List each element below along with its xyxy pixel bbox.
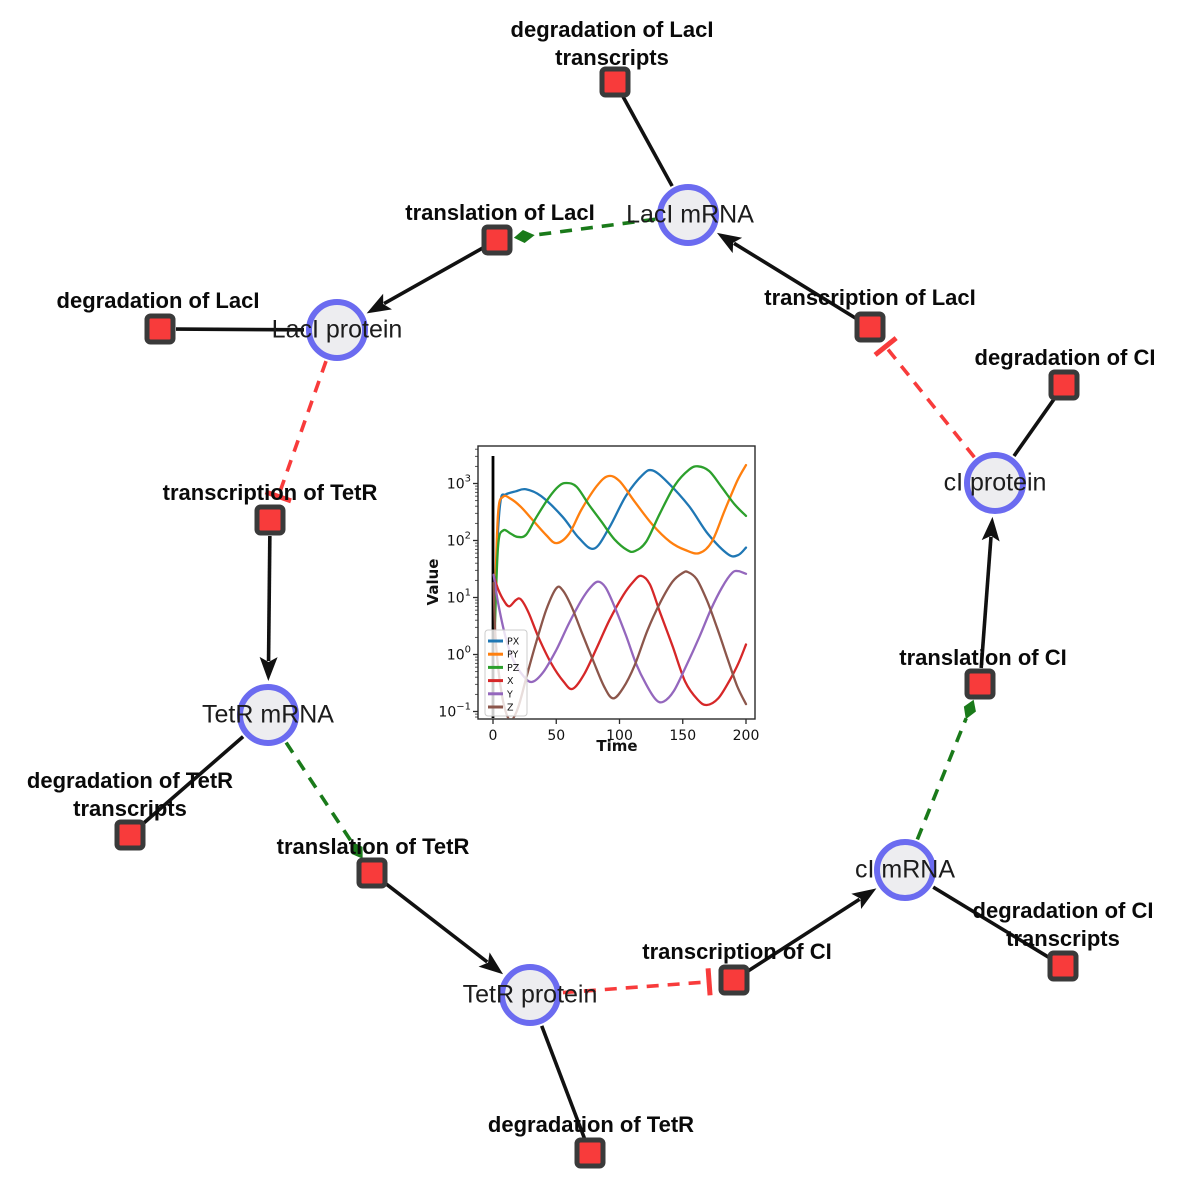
- reaction-node-degradation-of-laci-transcripts[interactable]: [599, 66, 631, 98]
- edge-ci_protein-txn_laci: [873, 336, 976, 459]
- chart-series-Z: [492, 570, 748, 719]
- svg-text:Z: Z: [507, 703, 514, 714]
- chart-series-X: [492, 573, 748, 707]
- reaction-label-degradation-of-ci-transcripts: degradation of CI transcripts: [972, 898, 1154, 951]
- species-node-ci-protein[interactable]: [964, 452, 1026, 514]
- species-node-laci-protein[interactable]: [306, 299, 368, 361]
- svg-text:Y: Y: [506, 689, 513, 700]
- reaction-label-translation-of-laci: translation of LacI: [405, 200, 595, 225]
- edge-tetr_protein-deg_tetr: [540, 1025, 587, 1139]
- chart-xlabel: Time: [596, 737, 637, 755]
- svg-text:10−1: 10−1: [438, 702, 471, 721]
- svg-text:PX: PX: [507, 637, 520, 648]
- species-node-tetr-protein[interactable]: [499, 964, 561, 1026]
- species-label-laci-protein: LacI protein: [271, 315, 403, 344]
- edge-tetr_mrna-deg_tetr_tx: [140, 735, 245, 826]
- species-label-tetr-mrna: TetR mRNA: [202, 700, 334, 729]
- svg-text:200: 200: [733, 728, 760, 744]
- edge-txn_laci-laci_mrna: [716, 232, 858, 321]
- reaction-label-degradation-of-laci: degradation of LacI: [56, 288, 260, 313]
- edge-tetr_protein-txn_ci: [562, 968, 713, 996]
- reaction-label-transcription-of-tetr: transcription of TetR: [162, 480, 378, 505]
- edge-transl_ci-ci_protein: [979, 516, 1000, 669]
- edge-transl_laci-laci_protein: [366, 246, 484, 314]
- reaction-label-degradation-of-tetr: degradation of TetR: [487, 1112, 695, 1137]
- edge-laci_mrna-deg_laci_tx: [621, 95, 674, 187]
- species-label-tetr-protein: TetR protein: [462, 980, 598, 1009]
- reaction-node-translation-of-laci[interactable]: [481, 224, 513, 256]
- edge-txn_tetr-tetr_mrna: [259, 535, 278, 682]
- chart-series-PY: [493, 463, 748, 605]
- chart-ylabel: Value: [424, 559, 442, 606]
- edge-laci_mrna-transl_laci: [513, 217, 656, 243]
- species-label-ci-protein: cI protein: [943, 468, 1047, 497]
- reaction-node-transcription-of-ci[interactable]: [718, 964, 750, 996]
- edge-transl_tetr-tetr_protein: [383, 881, 504, 975]
- svg-text:101: 101: [447, 588, 471, 607]
- reaction-label-transcription-of-ci: transcription of CI: [642, 939, 832, 964]
- chart-series-PX: [493, 468, 748, 616]
- chart-y-axis: 10−1 100 101 102 103: [438, 448, 478, 721]
- reaction-label-translation-of-ci: translation of CI: [899, 645, 1067, 670]
- chart-series-PZ: [493, 465, 748, 629]
- reaction-node-transcription-of-tetr[interactable]: [254, 504, 286, 536]
- reaction-node-translation-of-ci[interactable]: [964, 668, 996, 700]
- species-node-laci-mrna[interactable]: [657, 184, 719, 246]
- chart-x-axis: 0 50 100 150 200: [489, 719, 760, 744]
- edge-ci_protein-deg_ci: [1012, 397, 1057, 458]
- reaction-label-translation-of-tetr: translation of TetR: [276, 834, 470, 859]
- svg-text:103: 103: [447, 474, 471, 493]
- chart-series-layer: [492, 463, 748, 719]
- reaction-node-transcription-of-laci[interactable]: [854, 311, 886, 343]
- reaction-node-degradation-of-ci[interactable]: [1048, 369, 1080, 401]
- species-label-ci-mrna: cI mRNA: [855, 855, 955, 884]
- reaction-node-degradation-of-tetr[interactable]: [574, 1137, 606, 1169]
- svg-text:X: X: [507, 676, 514, 687]
- edge-ci_mrna-deg_ci_tx: [932, 885, 1051, 960]
- edge-tetr_mrna-transl_tetr: [284, 741, 363, 859]
- reaction-node-translation-of-tetr[interactable]: [356, 857, 388, 889]
- edge-laci_protein-deg_laci: [175, 327, 305, 332]
- reaction-label-transcription-of-laci: transcription of LacI: [764, 285, 976, 310]
- species-node-tetr-mrna[interactable]: [237, 684, 299, 746]
- chart-series-Y: [492, 569, 748, 704]
- svg-text:50: 50: [547, 728, 565, 744]
- svg-text:150: 150: [669, 728, 696, 744]
- svg-text:0: 0: [489, 728, 498, 744]
- svg-text:PZ: PZ: [507, 663, 520, 674]
- edge-laci_protein-txn_tetr: [264, 360, 328, 504]
- svg-text:102: 102: [447, 531, 471, 550]
- svg-text:PY: PY: [507, 650, 519, 661]
- edge-ci_mrna-transl_ci: [915, 699, 976, 841]
- reaction-node-degradation-of-tetr-transcripts[interactable]: [114, 819, 146, 851]
- species-label-laci-mrna: LacI mRNA: [626, 200, 754, 229]
- reaction-label-degradation-of-ci: degradation of CI: [974, 345, 1156, 370]
- svg-text:100: 100: [606, 728, 633, 744]
- chart-legend: PX PY PZ XYZ: [484, 629, 528, 717]
- chart-axes-box: [477, 445, 756, 720]
- reaction-node-degradation-of-laci[interactable]: [144, 313, 176, 345]
- reaction-label-degradation-of-tetr-transcripts: degradation of TetR transcripts: [26, 768, 234, 821]
- edge-txn_ci-ci_mrna: [746, 888, 877, 973]
- svg-text:100: 100: [447, 645, 471, 664]
- species-node-ci-mrna[interactable]: [874, 839, 936, 901]
- reaction-label-degradation-of-laci-transcripts: degradation of LacI transcripts: [510, 17, 714, 70]
- reaction-node-degradation-of-ci-transcripts[interactable]: [1047, 950, 1079, 982]
